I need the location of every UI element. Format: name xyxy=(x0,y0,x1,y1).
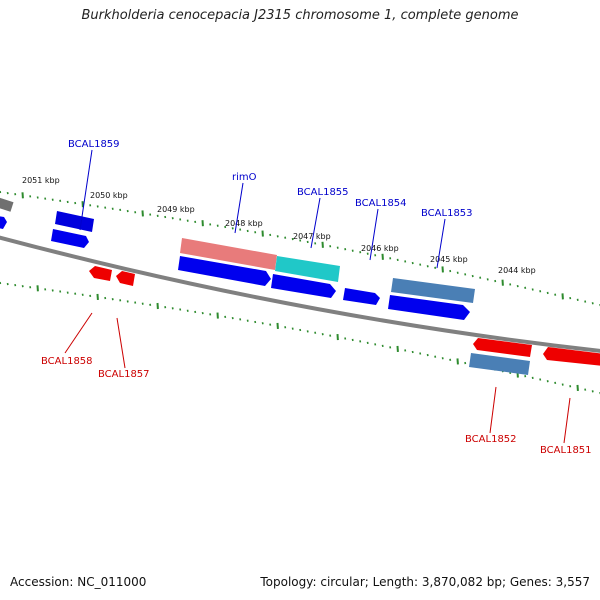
gene-label-bcal1853[interactable]: BCAL1853 xyxy=(421,208,473,219)
accession-text: Accession: NC_011000 xyxy=(10,575,147,589)
leader-bcal1859 xyxy=(79,149,93,231)
gene-arrow-left-edge[interactable] xyxy=(0,216,7,229)
gene-arrow-bcal1859b[interactable] xyxy=(51,229,89,248)
leader-bcal1855 xyxy=(310,197,321,249)
gene-label-bcal1859[interactable]: BCAL1859 xyxy=(68,139,120,150)
genome-summary-text: Topology: circular; Length: 3,870,082 bp… xyxy=(260,575,590,589)
leader-rimo xyxy=(234,182,244,234)
leader-bcal1853 xyxy=(436,218,446,269)
gene-arrow-rimo[interactable] xyxy=(178,256,271,286)
chromosome-backbone xyxy=(0,235,600,353)
feature-bcal1853-rna[interactable] xyxy=(391,278,475,303)
gene-arrow-bcal1851[interactable] xyxy=(543,347,600,366)
leader-bcal1854 xyxy=(369,208,379,261)
gene-arrow-bcal1858[interactable] xyxy=(89,266,112,281)
gene-arrow-bcal1852[interactable] xyxy=(473,338,532,357)
gene-label-bcal1851[interactable]: BCAL1851 xyxy=(540,445,592,456)
gene-label-bcal1858[interactable]: BCAL1858 xyxy=(41,356,93,367)
kbp-label-2050: 2050 kbp xyxy=(90,191,128,200)
kbp-label-2046: 2046 kbp xyxy=(361,244,399,253)
kbp-label-2051: 2051 kbp xyxy=(22,176,60,185)
leader-bcal1852 xyxy=(489,386,497,434)
kbp-label-2049: 2049 kbp xyxy=(157,205,195,214)
feature-bcal1855-highlight[interactable] xyxy=(275,256,340,282)
feature-bcal1852-rna[interactable] xyxy=(469,353,530,375)
gene-label-rimo[interactable]: rimO xyxy=(232,172,257,183)
reverse-features xyxy=(89,266,600,375)
gene-arrow-bcal1853[interactable] xyxy=(388,295,470,320)
forward-scale-track xyxy=(0,190,600,307)
feature-rimo-highlight[interactable] xyxy=(180,238,277,270)
kbp-label-2047: 2047 kbp xyxy=(293,232,331,241)
leader-bcal1851 xyxy=(563,397,571,444)
gene-arrow-bcal1859[interactable] xyxy=(55,211,94,232)
kbp-label-2048: 2048 kbp xyxy=(225,219,263,228)
gene-arrow-bcal1855[interactable] xyxy=(271,274,336,298)
kbp-label-2045: 2045 kbp xyxy=(430,255,468,264)
gene-arrow-bcal1854[interactable] xyxy=(343,288,380,305)
gene-label-bcal1854[interactable]: BCAL1854 xyxy=(355,198,407,209)
leader-bcal1857 xyxy=(116,317,126,369)
gene-label-bcal1855[interactable]: BCAL1855 xyxy=(297,187,349,198)
gene-arrow-bcal1857[interactable] xyxy=(116,271,135,286)
chromosome-backbone-left-segment xyxy=(0,197,14,212)
map-title: Burkholderia cenocepacia J2315 chromosom… xyxy=(81,8,519,23)
leader-bcal1858 xyxy=(64,312,93,354)
forward-features xyxy=(0,211,475,320)
gene-label-bcal1857[interactable]: BCAL1857 xyxy=(98,369,150,380)
gene-label-bcal1852[interactable]: BCAL1852 xyxy=(465,434,517,445)
kbp-label-2044: 2044 kbp xyxy=(498,266,536,275)
